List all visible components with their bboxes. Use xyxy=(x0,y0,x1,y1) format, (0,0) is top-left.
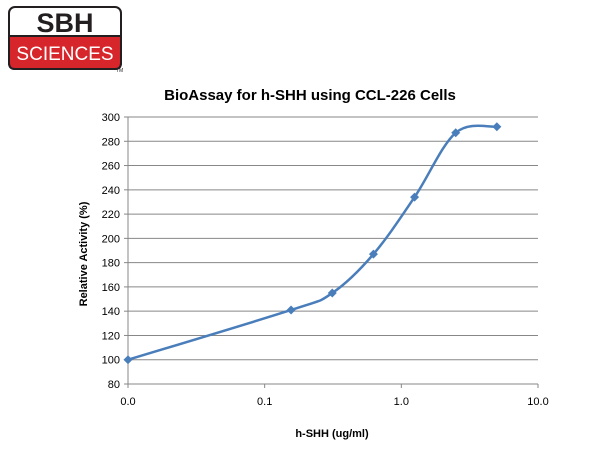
y-tick-label: 140 xyxy=(102,306,120,318)
y-tick-label: 100 xyxy=(102,355,120,367)
y-tick-label: 220 xyxy=(102,209,120,221)
data-point-marker xyxy=(410,192,420,202)
data-point-marker xyxy=(451,128,461,138)
y-tick-label: 120 xyxy=(102,330,120,342)
y-tick-label: 300 xyxy=(102,112,120,124)
data-point-marker xyxy=(286,305,296,315)
y-tick-label: 240 xyxy=(102,185,120,197)
sbh-sciences-logo: SBH SCIENCES TM xyxy=(8,6,123,72)
logo-trademark: TM xyxy=(116,68,123,72)
x-tick-label: 1.0 xyxy=(394,396,409,408)
y-tick-labels: 80 100 120 140 160 180 200 220 240 260 280 300 xyxy=(102,112,120,391)
y-tick-label: 80 xyxy=(108,379,120,391)
data-point-marker xyxy=(368,249,378,259)
x-tick-label: 0.1 xyxy=(257,396,272,408)
series xyxy=(123,122,502,365)
y-tick-label: 260 xyxy=(102,161,120,173)
y-tick-label: 280 xyxy=(102,136,120,148)
logo-bottom-text: SCIENCES xyxy=(16,44,113,65)
y-tick-label: 180 xyxy=(102,258,120,270)
x-tick-labels: 0.0 0.1 1.0 10.0 xyxy=(120,396,548,408)
grid xyxy=(124,116,538,385)
series-line xyxy=(127,124,498,361)
data-point-marker xyxy=(492,122,502,132)
y-tick-label: 160 xyxy=(102,282,120,294)
axes xyxy=(127,117,539,388)
data-point-marker xyxy=(327,288,337,298)
logo-top-text: SBH xyxy=(36,8,93,38)
y-axis-label: Relative Activity (%) xyxy=(78,201,90,306)
x-tick-label: 0.0 xyxy=(120,396,135,408)
x-axis-label: h-SHH (ug/ml) xyxy=(295,428,369,440)
y-tick-label: 200 xyxy=(102,233,120,245)
x-tick-label: 10.0 xyxy=(527,396,548,408)
data-point-marker xyxy=(123,355,133,365)
chart-title: BioAssay for h-SHH using CCL-226 Cells xyxy=(164,87,456,104)
